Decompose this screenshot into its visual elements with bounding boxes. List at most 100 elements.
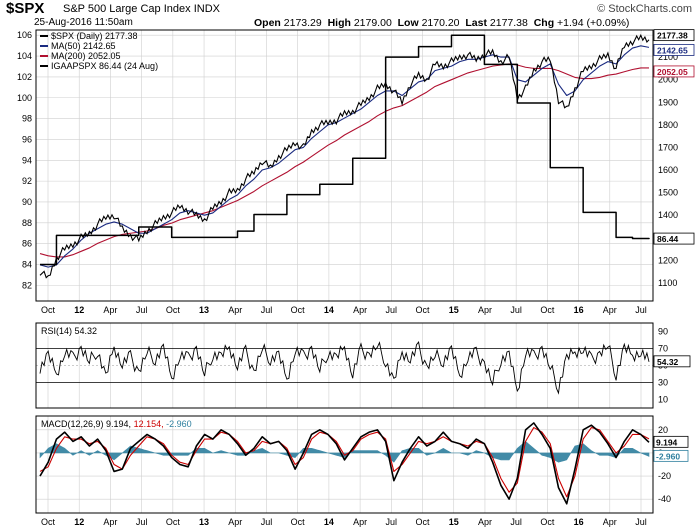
open-label: Open [254,17,281,29]
x-tick-label: Jul [136,305,148,315]
y-left-tick-label: 98 [22,114,32,124]
x-tick-label: Apr [103,305,117,315]
y-right-tick-label: 1900 [658,97,678,107]
low-value: 2170.20 [421,17,460,29]
x-tick-label-bottom: 12 [74,517,84,527]
ma50-line [39,45,650,268]
macd-tick-label: 20 [658,425,668,435]
symbol-description: S&P 500 Large Cap Index INDX [63,3,220,15]
x-tick-label-bottom: Oct [540,517,555,527]
price-value-tag-label: 2177.38 [657,31,688,41]
macd-value-tag-label: 9.194 [656,437,678,447]
x-tick-label: 12 [74,305,84,315]
price-panel-frame [35,29,654,302]
x-tick-label: Oct [166,305,181,315]
legend-entry: $SPX (Daily) 2177.38 [51,31,138,41]
x-tick-label: 14 [324,305,334,315]
x-tick-label-bottom: Apr [103,517,117,527]
x-tick-label-bottom: Apr [603,517,617,527]
last-value: 2177.38 [489,17,528,29]
low-label: Low [397,17,419,29]
x-tick-label: 16 [574,305,584,315]
exchange-text: INDX [193,3,220,15]
macd-signal-line [39,426,650,498]
macd-legend-part: 12.154, [134,419,167,429]
macd-tick-label: -40 [658,494,671,504]
y-left-tick-label: 106 [17,30,32,40]
price-value-tag-label: 2142.65 [657,45,688,55]
y-left-tick-label: 90 [22,197,32,207]
y-left-tick-label: 84 [22,260,32,270]
y-left-tick-label: 94 [22,155,32,165]
y-right-tick-label: 1100 [658,278,677,288]
x-tick-label-bottom: 16 [574,517,584,527]
price-value-tag [653,65,695,78]
symbol-title: $SPX [6,0,45,17]
y-left-tick-label: 102 [17,72,32,82]
y-left-tick-label: 88 [22,218,32,228]
macd-value-tag [653,435,689,448]
y-right-tick-label: 2000 [658,75,678,85]
y-left-tick-label: 96 [22,134,32,144]
rsi-legend: RSI(14) 54.32 [41,326,97,336]
y-right-tick-label: 1400 [658,210,678,220]
y-left-tick-label: 104 [17,51,32,61]
price-value-tag-label: 2052.05 [657,67,688,77]
x-tick-label: Apr [603,305,617,315]
x-tick-label-bottom: Jul [510,517,522,527]
legend-entry: MA(50) 2142.65 [51,41,116,51]
y-left-tick-label: 92 [22,176,32,186]
x-tick-label-bottom: Apr [478,517,492,527]
macd-legend-part: 9.194, [106,419,134,429]
spx-price-line [39,33,650,279]
high-value: 2179.00 [353,17,392,29]
description-text: S&P 500 Large Cap Index [63,3,191,15]
x-tick-label: 15 [449,305,459,315]
rsi-legend-bg [39,325,105,336]
x-tick-label: Jul [261,305,273,315]
y-right-tick-label: 1700 [658,142,678,152]
x-tick-label: Apr [228,305,242,315]
x-tick-label-bottom: Apr [353,517,367,527]
x-tick-label-bottom: Apr [228,517,242,527]
x-tick-label: Jul [635,305,647,315]
price-value-tag-label: 86.44 [657,234,679,244]
y-left-tick-label: 86 [22,239,32,249]
legend-entry: MA(200) 2052.05 [51,51,121,61]
igaapspx-step-line [40,34,650,266]
rsi-tick-label: 90 [658,327,668,337]
x-tick-label-bottom: 14 [324,517,334,527]
rsi-panel-frame [35,322,654,409]
macd-panel-frame [35,415,654,514]
x-tick-label: Jul [386,305,398,315]
high-label: High [327,17,351,29]
x-tick-label-bottom: Oct [291,517,306,527]
y-left-tick-label: 82 [22,280,32,290]
x-tick-label-bottom: Oct [41,517,56,527]
rsi-line [39,341,650,395]
price-value-tag [653,29,695,42]
macd-value-tag-label: -2.960 [656,451,680,461]
macd-tick-label: -20 [658,471,671,481]
y-right-tick-label: 1500 [658,188,678,198]
x-tick-label-bottom: Oct [416,517,431,527]
x-tick-label: Oct [540,305,555,315]
x-tick-label-bottom: Jul [635,517,647,527]
x-tick-label: Apr [353,305,367,315]
y-left-tick-label: 100 [17,93,32,103]
x-tick-label: Oct [41,305,56,315]
price-value-tag [653,44,695,56]
brand-watermark[interactable]: © StockCharts.com [597,3,692,15]
macd-legend: MACD(12,26,9) 9.194, 12.154, -2.960 [41,419,192,429]
quote-summary: Open 2173.29 High 2179.00 Low 2170.20 La… [254,17,629,29]
rsi-value-tag [653,355,691,368]
x-tick-label: 13 [199,305,209,315]
y-right-tick-label: 1200 [658,255,678,265]
macd-legend-part: MACD(12,26,9) [41,419,106,429]
x-tick-label-bottom: 13 [199,517,209,527]
open-value: 2173.29 [283,17,322,29]
x-tick-label: Jul [510,305,522,315]
macd-value-tag [653,449,689,462]
quote-datetime: 25-Aug-2016 11:50am [34,17,133,28]
y-right-tick-label: 1800 [658,120,678,130]
